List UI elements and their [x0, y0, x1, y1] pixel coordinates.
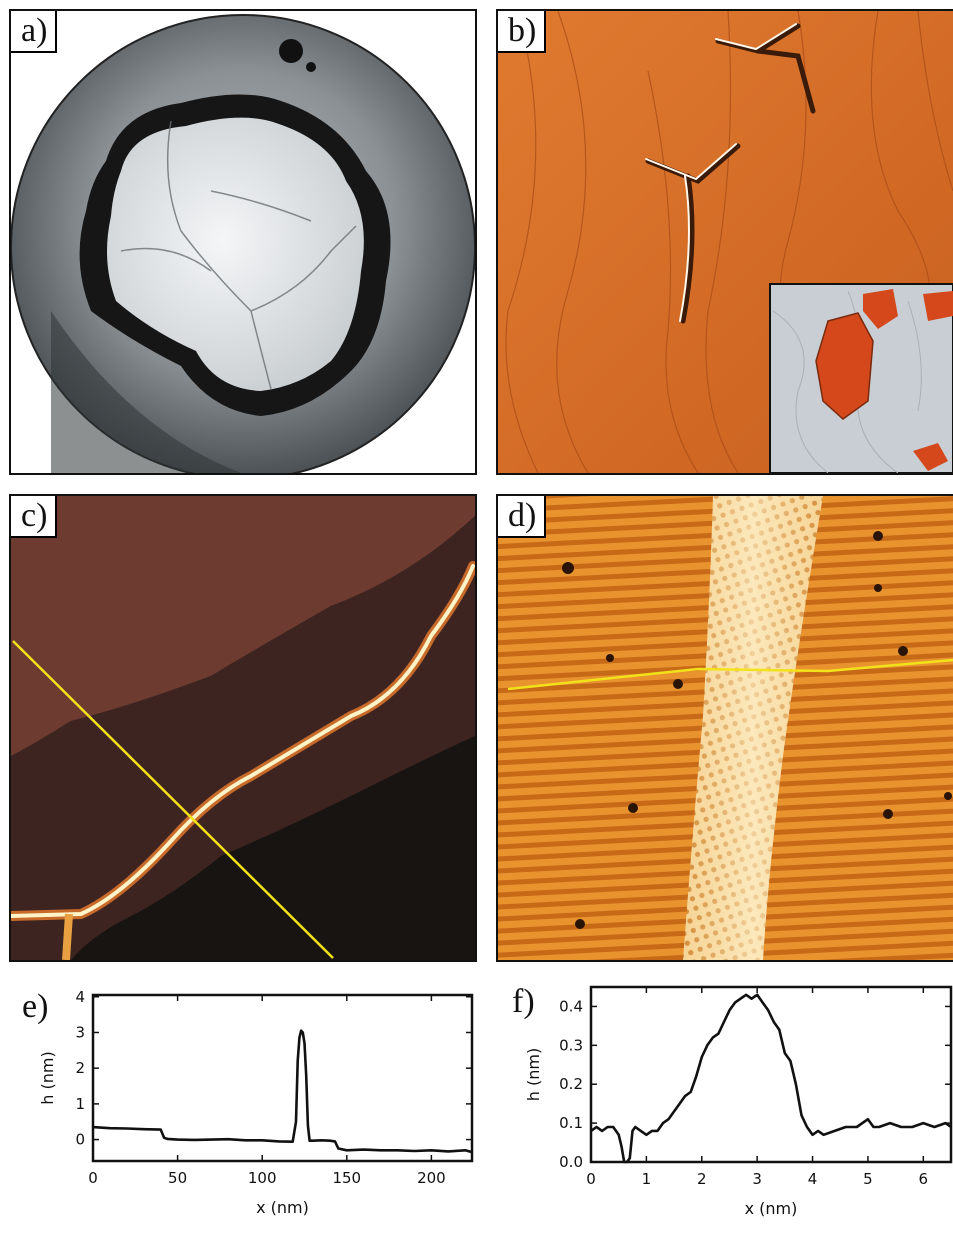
x-tick-label: 150: [332, 1169, 361, 1187]
y-tick-label: 2: [75, 1059, 85, 1077]
chart-e-label: e): [22, 988, 49, 1025]
x-tick-label: 4: [808, 1170, 818, 1188]
y-tick-label: 0.3: [559, 1036, 583, 1054]
y-axis-label: h (nm): [524, 1048, 543, 1101]
chart-f: 0 1 2 3 4 5 6 0.0 0.1 0.2 0.3 0.4 x (nm) h (nm): [524, 985, 953, 1218]
panel-b-image: b): [496, 9, 953, 475]
chart-e: 0 50 100 150 200 0 1 2 3 4 x (nm) h (nm): [38, 988, 474, 1217]
x-tick-label: 3: [752, 1170, 762, 1188]
panel-b-graphic: [498, 11, 953, 473]
profile-line-d: [507, 658, 953, 691]
y-tick-label: 0.2: [559, 1075, 583, 1093]
panel-c-graphic: [11, 496, 475, 960]
chart-f-label: f): [512, 983, 535, 1020]
plot-frame: [589, 985, 953, 1164]
x-tick-label: 5: [863, 1170, 873, 1188]
plot-frame: [91, 993, 474, 1163]
panel-b-label: b): [498, 11, 547, 53]
x-axis-label: x (nm): [745, 1199, 798, 1218]
y-tick-label: 3: [75, 1023, 85, 1041]
panel-a-image: a): [9, 9, 477, 475]
x-tick-label: 100: [248, 1169, 277, 1187]
panel-d-label: d): [498, 496, 547, 538]
y-axis-label: h (nm): [38, 1051, 57, 1104]
x-axis-label: x (nm): [256, 1198, 309, 1217]
x-tick-label: 2: [697, 1170, 707, 1188]
panel-c-label: c): [11, 496, 58, 538]
x-tick-label: 0: [586, 1170, 596, 1188]
y-tick-label: 0: [75, 1131, 85, 1149]
panel-a-label: a): [11, 11, 58, 53]
y-tick-label: 0.4: [559, 997, 583, 1015]
profile-line-c: [12, 640, 334, 959]
x-tick-label: 6: [919, 1170, 929, 1188]
series-line: [590, 993, 952, 1164]
panel-d-image: d): [496, 494, 953, 962]
y-tick-label: 4: [75, 988, 85, 1006]
panel-a-graphic: [11, 14, 475, 473]
y-tick-label: 0.0: [559, 1153, 583, 1171]
series-line: [92, 1029, 473, 1154]
y-tick-label: 1: [75, 1095, 85, 1113]
panel-c-image: c): [9, 494, 477, 962]
x-tick-label: 200: [417, 1169, 446, 1187]
x-tick-label: 0: [88, 1169, 98, 1187]
x-tick-label: 1: [642, 1170, 652, 1188]
panel-d-graphic: [498, 496, 953, 960]
x-tick-label: 50: [168, 1169, 187, 1187]
y-tick-label: 0.1: [559, 1114, 583, 1132]
